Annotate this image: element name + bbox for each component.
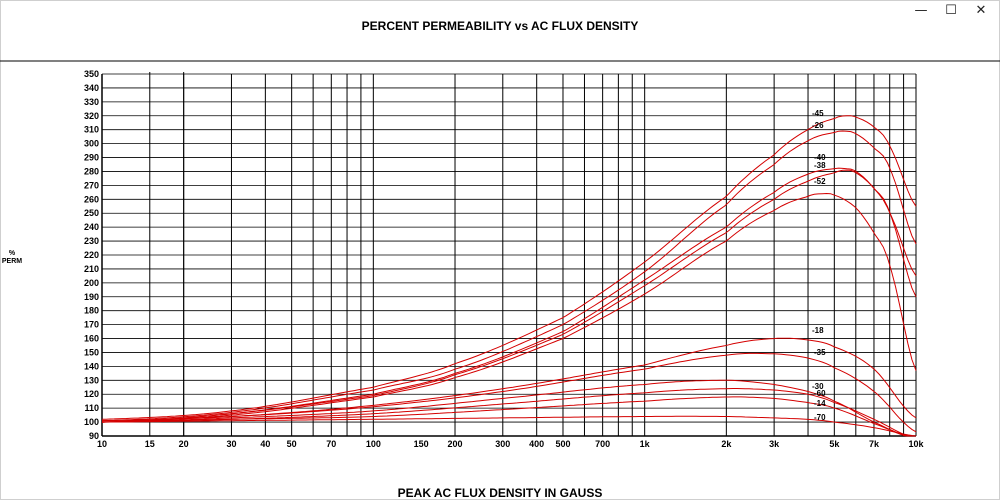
y-tick-label: 260 bbox=[84, 194, 99, 204]
series-line bbox=[101, 379, 916, 437]
series-label: -60 bbox=[814, 389, 826, 398]
series-line bbox=[101, 130, 917, 422]
y-tick-label: 290 bbox=[84, 153, 99, 163]
y-tick-label: 200 bbox=[84, 278, 99, 288]
maximize-button[interactable]: ☐ bbox=[945, 2, 957, 18]
y-tick-label: 170 bbox=[84, 320, 99, 330]
x-tick-label: 3k bbox=[769, 439, 780, 449]
y-tick-label: 340 bbox=[84, 83, 99, 93]
y-tick-label: 130 bbox=[84, 375, 99, 385]
x-tick-label: 7k bbox=[869, 439, 880, 449]
y-tick-label: 180 bbox=[84, 306, 99, 316]
title-bar: — ☐ ✕ bbox=[0, 0, 1000, 22]
x-tick-label: 1k bbox=[640, 439, 651, 449]
series-label: -45 bbox=[812, 109, 824, 118]
y-tick-label: 210 bbox=[84, 264, 99, 274]
x-tick-label: 5k bbox=[829, 439, 840, 449]
series-line bbox=[101, 192, 917, 423]
series-line bbox=[101, 115, 917, 420]
y-tick-label: 120 bbox=[84, 389, 99, 399]
y-tick-label: 330 bbox=[84, 97, 99, 107]
x-tick-label: 20 bbox=[179, 439, 189, 449]
chart-title: PERCENT PERMEABILITY vs AC FLUX DENSITY bbox=[361, 19, 639, 33]
x-tick-label: 70 bbox=[326, 439, 336, 449]
x-tick-label: 300 bbox=[495, 439, 510, 449]
series-label: -18 bbox=[812, 326, 824, 335]
x-tick-label: 150 bbox=[414, 439, 429, 449]
close-button[interactable]: ✕ bbox=[975, 2, 987, 18]
y-tick-label: 350 bbox=[84, 69, 99, 79]
x-tick-label: 2k bbox=[721, 439, 732, 449]
x-tick-label: 700 bbox=[595, 439, 610, 449]
y-tick-label: 300 bbox=[84, 139, 99, 149]
x-tick-label: 10 bbox=[97, 439, 107, 449]
x-axis-title: PEAK AC FLUX DENSITY IN GAUSS bbox=[397, 486, 603, 500]
x-tick-label: 10k bbox=[908, 439, 924, 449]
series-label: -40 bbox=[814, 153, 826, 162]
y-tick-label: 320 bbox=[84, 111, 99, 121]
series-line bbox=[101, 396, 916, 437]
y-tick-label: 110 bbox=[84, 403, 99, 413]
minimize-button[interactable]: — bbox=[914, 2, 928, 18]
y-tick-label: 190 bbox=[84, 292, 99, 302]
y-tick-label: 310 bbox=[84, 125, 99, 135]
y-tick-label: 100 bbox=[84, 417, 99, 427]
series-line bbox=[102, 415, 917, 437]
y-tick-label: 250 bbox=[84, 208, 99, 218]
x-tick-label: 100 bbox=[366, 439, 381, 449]
series-label: -70 bbox=[814, 413, 826, 422]
y-tick-label: 220 bbox=[84, 250, 99, 260]
y-tick-label: 280 bbox=[84, 166, 99, 176]
x-tick-label: 30 bbox=[226, 439, 236, 449]
series-label: -30 bbox=[812, 382, 824, 391]
x-tick-label: 400 bbox=[529, 439, 544, 449]
series-label: -26 bbox=[812, 121, 824, 130]
x-tick-label: 15 bbox=[145, 439, 155, 449]
y-tick-label: 90 bbox=[89, 431, 99, 441]
x-tick-label: 200 bbox=[447, 439, 462, 449]
series-line bbox=[101, 167, 917, 423]
y-tick-label: 270 bbox=[84, 180, 99, 190]
series-label: -38 bbox=[814, 161, 826, 170]
x-tick-label: 40 bbox=[260, 439, 270, 449]
series-line bbox=[101, 169, 917, 423]
y-tick-label: 140 bbox=[84, 361, 99, 371]
x-tick-label: 50 bbox=[287, 439, 297, 449]
y-tick-label: 230 bbox=[84, 236, 99, 246]
series-label: -52 bbox=[814, 177, 826, 186]
series-label: -35 bbox=[814, 348, 826, 357]
y-axis-label: % PERM bbox=[1, 250, 23, 265]
y-tick-label: 150 bbox=[84, 347, 99, 357]
y-tick-label: 240 bbox=[84, 222, 99, 232]
series-label: -14 bbox=[814, 399, 826, 408]
series-line bbox=[101, 352, 917, 433]
x-tick-label: 500 bbox=[555, 439, 570, 449]
y-tick-label: 160 bbox=[84, 334, 99, 344]
